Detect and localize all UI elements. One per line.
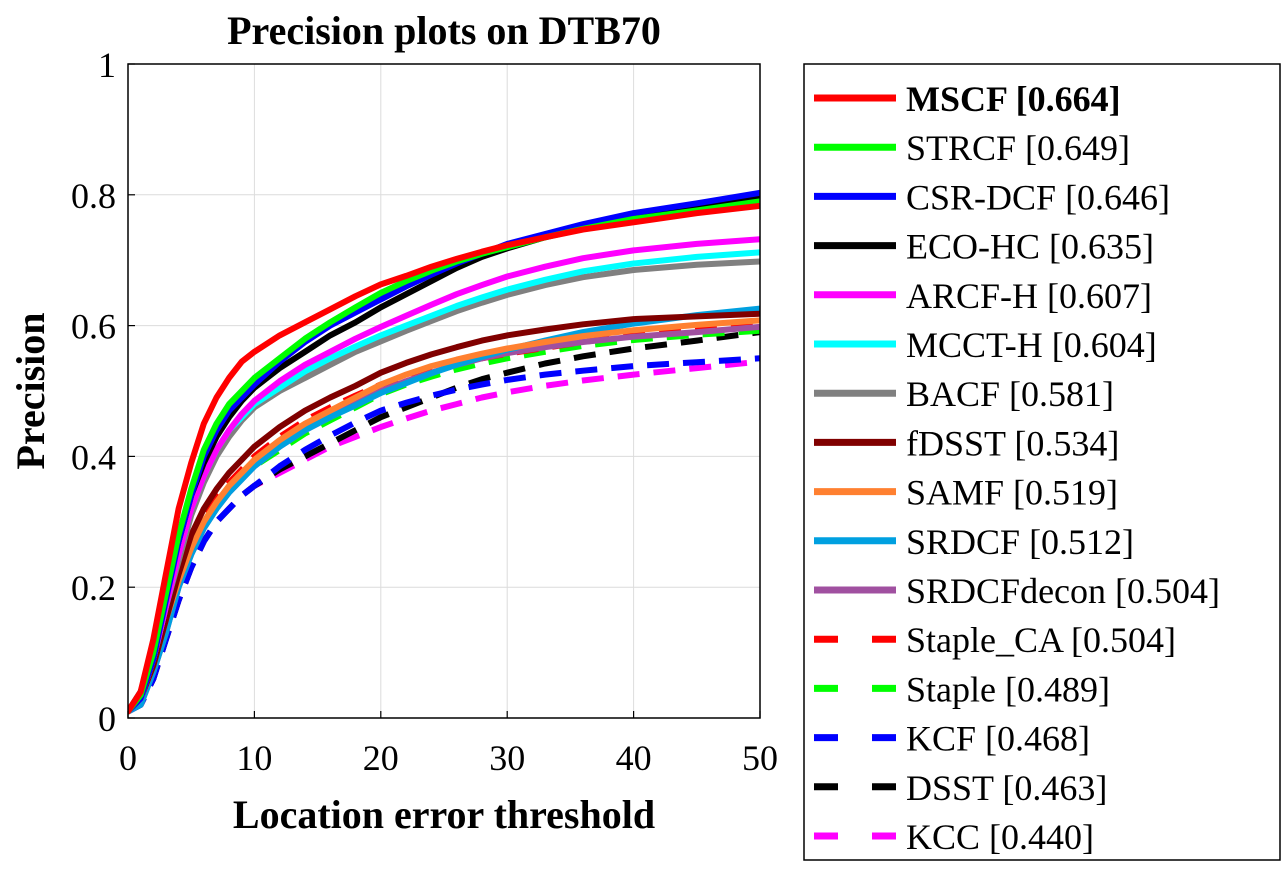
legend: MSCF [0.664] STRCF [0.649] CSR-DCF [0.646]… bbox=[803, 63, 1281, 861]
legend-label: STRCF [0.649] bbox=[906, 128, 1130, 168]
legend-item: Staple_CA [0.504] bbox=[814, 620, 1176, 660]
legend-label: CSR-DCF [0.646] bbox=[906, 177, 1170, 217]
series-line-arcf-h bbox=[128, 236, 760, 715]
legend-label: KCC [0.440] bbox=[906, 817, 1094, 857]
series-layer bbox=[128, 189, 760, 715]
x-tick-label: 40 bbox=[616, 738, 652, 778]
legend-item: Staple [0.489] bbox=[814, 669, 1110, 709]
legend-label: MCCT-H [0.604] bbox=[906, 325, 1157, 365]
legend-item: SRDCF [0.512] bbox=[814, 522, 1134, 562]
series-line-fdsst bbox=[128, 310, 760, 715]
x-tick-label: 20 bbox=[363, 738, 399, 778]
legend-item: CSR-DCF [0.646] bbox=[814, 177, 1170, 217]
legend-label: SRDCFdecon [0.504] bbox=[906, 571, 1220, 611]
legend-item: KCC [0.440] bbox=[814, 817, 1094, 857]
tick-layer: 0 10 20 30 40 50 0 0.2 0.4 0.6 0.8 1 bbox=[71, 45, 778, 778]
legend-item: STRCF [0.649] bbox=[814, 128, 1130, 168]
legend-item: fDSST [0.534] bbox=[814, 423, 1119, 463]
series-line-eco-hc bbox=[128, 195, 760, 715]
legend-label: KCF [0.468] bbox=[906, 719, 1090, 759]
series-line-kcf bbox=[128, 355, 760, 715]
y-tick-label: 0.8 bbox=[71, 176, 116, 216]
grid-layer bbox=[128, 64, 760, 718]
y-tick-label: 0.6 bbox=[71, 307, 116, 347]
x-axis-label: Location error threshold bbox=[233, 792, 655, 837]
legend-item: ARCF-H [0.607] bbox=[814, 276, 1152, 316]
series-line-dsst bbox=[128, 329, 760, 715]
legend-label: ARCF-H [0.607] bbox=[906, 276, 1152, 316]
legend-label: DSST [0.463] bbox=[906, 768, 1107, 808]
y-axis-label: Precision bbox=[8, 312, 53, 469]
legend-item: DSST [0.463] bbox=[814, 768, 1107, 808]
series-line-csr-dcf bbox=[128, 189, 760, 715]
y-tick-label: 0.2 bbox=[71, 568, 116, 608]
y-tick-label: 0 bbox=[98, 699, 116, 739]
legend-item: SRDCFdecon [0.504] bbox=[814, 571, 1220, 611]
x-tick-label: 10 bbox=[236, 738, 272, 778]
legend-label: Staple_CA [0.504] bbox=[906, 620, 1176, 660]
plot-frame bbox=[127, 63, 761, 719]
legend-label: SAMF [0.519] bbox=[906, 473, 1118, 513]
legend-item: MCCT-H [0.604] bbox=[814, 325, 1157, 365]
legend-item: SAMF [0.519] bbox=[814, 473, 1118, 513]
legend-label: fDSST [0.534] bbox=[906, 423, 1119, 463]
legend-item: KCF [0.468] bbox=[814, 719, 1090, 759]
legend-label: ECO-HC [0.635] bbox=[906, 227, 1154, 267]
y-tick-label: 0.4 bbox=[71, 437, 116, 477]
legend-item: MSCF [0.664] bbox=[814, 79, 1121, 119]
series-line-mscf bbox=[128, 202, 760, 715]
legend-label: MSCF [0.664] bbox=[906, 79, 1121, 119]
legend-label: SRDCF [0.512] bbox=[906, 522, 1134, 562]
legend-label: BACF [0.581] bbox=[906, 374, 1114, 414]
x-tick-label: 50 bbox=[742, 738, 778, 778]
legend-item: BACF [0.581] bbox=[814, 374, 1114, 414]
chart-title: Precision plots on DTB70 bbox=[227, 8, 661, 53]
x-tick-label: 30 bbox=[489, 738, 525, 778]
legend-item: ECO-HC [0.635] bbox=[814, 227, 1154, 267]
legend-label: Staple [0.489] bbox=[906, 669, 1110, 709]
y-tick-label: 1 bbox=[98, 45, 116, 85]
x-tick-label: 0 bbox=[119, 738, 137, 778]
